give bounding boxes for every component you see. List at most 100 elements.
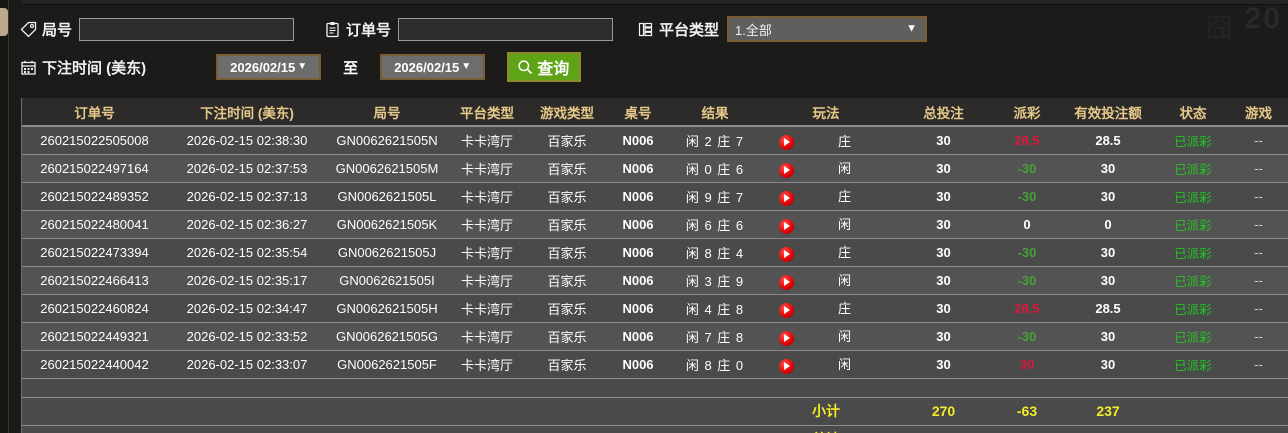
cell-replay[interactable]: 庄 <box>761 294 891 323</box>
table-row[interactable]: 260215022497164 2026-02-15 02:37:53 GN0062… <box>22 154 1288 183</box>
cell-empty <box>327 378 447 398</box>
table-body: 260215022505008 2026-02-15 02:38:30 GN0062… <box>22 126 1288 398</box>
cell-empty <box>891 378 996 398</box>
search-button[interactable]: 查询 <box>507 52 582 82</box>
cell-game: -- <box>1228 294 1288 323</box>
order-no-input[interactable] <box>398 17 614 41</box>
cell-replay[interactable]: 闲 <box>761 154 891 183</box>
cell-payout: -30 <box>996 322 1058 351</box>
bet-time-from-value: 2026/02/15 <box>230 59 296 75</box>
cell-round-no: GN0062621505I <box>327 266 447 295</box>
cell-valid-bet: 0 <box>1058 210 1158 239</box>
play-circle-icon[interactable] <box>779 246 794 262</box>
cell-order-no: 260215022505008 <box>22 126 167 155</box>
cell-replay[interactable]: 闲 <box>761 322 891 351</box>
cell-table-no: N006 <box>607 154 669 183</box>
cell-empty <box>167 378 327 398</box>
cell-bet-time: 2026-02-15 02:35:54 <box>167 238 327 267</box>
watermark-right: 20 <box>1244 2 1282 35</box>
cell-game-type: 百家乐 <box>527 182 607 211</box>
cell-round-no: GN0062621505M <box>327 154 447 183</box>
cell-status: 已派彩 <box>1158 322 1228 351</box>
bet-time-to-value: 2026/02/15 <box>394 59 460 75</box>
cell-bet-time: 2026-02-15 02:38:30 <box>167 126 327 155</box>
bet-time-to-picker[interactable]: 2026/02/15 ▼ <box>380 54 486 80</box>
round-no-input[interactable] <box>79 17 295 41</box>
cell-replay[interactable]: 庄 <box>761 182 891 211</box>
cell-result: 闲 7 庄 8 <box>669 322 761 351</box>
cell-table-no: N006 <box>607 126 669 155</box>
bet-time-from-picker[interactable]: 2026/02/15 ▼ <box>216 54 322 80</box>
cell-game-type: 百家乐 <box>527 126 607 155</box>
cell-result: 闲 3 庄 9 <box>669 266 761 295</box>
cell-empty <box>1058 378 1158 398</box>
search-icon <box>517 59 533 75</box>
cell-replay[interactable]: 庄 <box>761 126 891 155</box>
cell-total-bet: 30 <box>891 322 996 351</box>
cell-game-type: 百家乐 <box>527 322 607 351</box>
col-table-no[interactable]: 桌号 <box>607 98 669 127</box>
play-circle-icon[interactable] <box>779 302 794 318</box>
play-circle-icon[interactable] <box>779 190 794 206</box>
cell-valid-bet: 30 <box>1058 350 1158 379</box>
platform-type-select[interactable]: 1.全部 ▼ <box>727 16 928 42</box>
round-no-label: 局号 <box>42 21 73 39</box>
cell-order-no: 260215022440042 <box>22 350 167 379</box>
table-row[interactable]: 260215022480041 2026-02-15 02:36:27 GN0062… <box>22 210 1288 239</box>
cell-table-no: N006 <box>607 266 669 295</box>
col-game-type[interactable]: 游戏类型 <box>527 98 607 127</box>
round-no-label-group: 局号 <box>20 19 72 40</box>
play-circle-icon[interactable] <box>779 162 794 178</box>
cell-platform-type: 卡卡湾厅 <box>447 322 527 351</box>
rail-handle[interactable] <box>0 8 8 36</box>
col-round-no[interactable]: 局号 <box>327 98 447 127</box>
tag-icon <box>20 21 37 38</box>
cell-status: 已派彩 <box>1158 154 1228 183</box>
play-circle-icon[interactable] <box>779 358 794 374</box>
table-row[interactable]: 260215022473394 2026-02-15 02:35:54 GN0062… <box>22 238 1288 267</box>
col-platform-type[interactable]: 平台类型 <box>447 98 527 127</box>
cell-replay[interactable]: 闲 <box>761 266 891 295</box>
cell-round-no: GN0062621505K <box>327 210 447 239</box>
cell-order-no: 260215022480041 <box>22 210 167 239</box>
col-status[interactable]: 状态 <box>1158 98 1228 127</box>
table-row[interactable]: 260215022460824 2026-02-15 02:34:47 GN0062… <box>22 294 1288 323</box>
table-row[interactable]: 260215022489352 2026-02-15 02:37:13 GN0062… <box>22 182 1288 211</box>
cell-order-no: 260215022460824 <box>22 294 167 323</box>
cell-game: -- <box>1228 126 1288 155</box>
cell-bet-kind: 庄 <box>838 245 852 261</box>
cell-game: -- <box>1228 210 1288 239</box>
order-no-label: 订单号 <box>346 21 392 39</box>
cell-replay[interactable]: 闲 <box>761 210 891 239</box>
play-circle-icon[interactable] <box>779 274 794 290</box>
play-circle-icon[interactable] <box>779 330 794 346</box>
table-row[interactable]: 260215022449321 2026-02-15 02:33:52 GN0062… <box>22 322 1288 351</box>
cell-bet-time: 2026-02-15 02:34:47 <box>167 294 327 323</box>
col-result[interactable]: 结果 <box>669 98 761 127</box>
table-row[interactable]: 260215022440042 2026-02-15 02:33:07 GN0062… <box>22 350 1288 379</box>
col-game[interactable]: 游戏 <box>1228 98 1288 127</box>
col-bet-time[interactable]: 下注时间 (美东) <box>167 98 327 127</box>
play-circle-icon[interactable] <box>779 134 794 150</box>
cell-total-bet: 30 <box>891 238 996 267</box>
cell-replay[interactable]: 庄 <box>761 238 891 267</box>
table-head: 订单号 下注时间 (美东) 局号 平台类型 游戏类型 桌号 结果 玩法 总投注 … <box>22 98 1288 127</box>
cell-empty <box>1228 378 1288 398</box>
left-rail <box>0 0 9 433</box>
col-valid-bet[interactable]: 有效投注额 <box>1058 98 1158 127</box>
platform-type-label: 平台类型 <box>659 21 720 39</box>
cell-payout: -30 <box>996 182 1058 211</box>
cell-round-no: GN0062621505F <box>327 350 447 379</box>
col-payout[interactable]: 派彩 <box>996 98 1058 127</box>
date-range-separator: 至 <box>343 59 359 77</box>
cell-bet-kind: 闲 <box>838 329 852 345</box>
col-bet-kind[interactable]: 玩法 <box>761 98 891 127</box>
play-circle-icon[interactable] <box>779 218 794 234</box>
col-total-bet[interactable]: 总投注 <box>891 98 996 127</box>
cell-game: -- <box>1228 266 1288 295</box>
col-order-no[interactable]: 订单号 <box>22 98 167 127</box>
table-row[interactable]: 260215022505008 2026-02-15 02:38:30 GN0062… <box>22 126 1288 155</box>
cell-replay[interactable]: 闲 <box>761 350 891 379</box>
table-row[interactable]: 260215022466413 2026-02-15 02:35:17 GN0062… <box>22 266 1288 295</box>
